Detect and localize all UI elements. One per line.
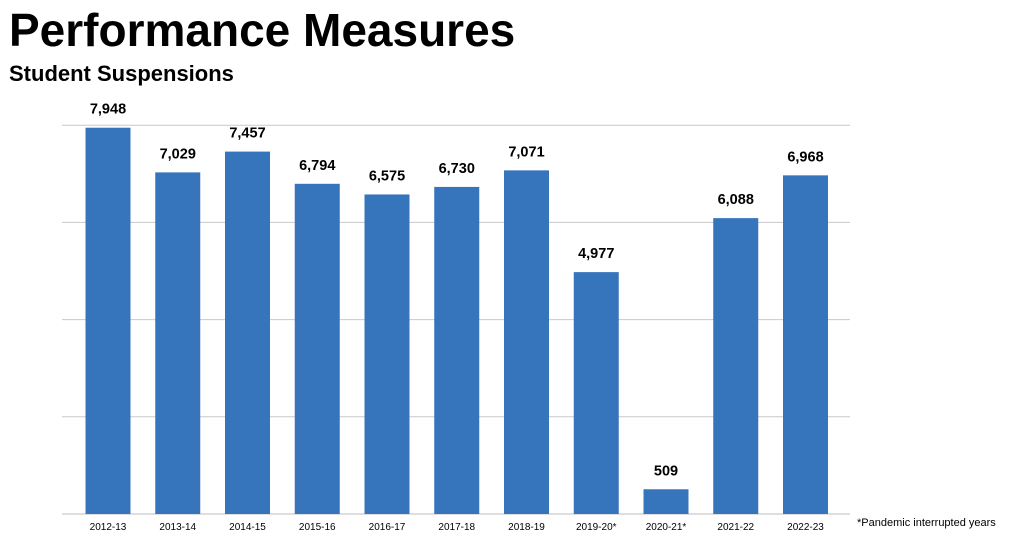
bar-2015-16 (294, 183, 340, 515)
x-tick-label: 2017-18 (438, 522, 475, 533)
chart-subtitle: Student Suspensions (9, 61, 234, 86)
data-label: 509 (654, 463, 678, 479)
data-label: 7,071 (508, 144, 544, 160)
footnote: *Pandemic interrupted years (857, 517, 996, 529)
bar-2021-22 (713, 218, 759, 514)
data-label: 6,575 (369, 168, 405, 184)
bar-2022-23 (783, 175, 828, 514)
bar-2019-20 (573, 272, 619, 514)
x-tick-label: 2013-14 (159, 522, 196, 533)
page-title: Performance Measures (9, 4, 516, 56)
data-label: 6,730 (439, 161, 475, 177)
x-tick-label: 2020-21* (646, 522, 687, 533)
x-tick-label: 2014-15 (229, 522, 266, 533)
data-label: 6,088 (718, 192, 754, 208)
data-label: 4,977 (578, 246, 614, 262)
x-tick-label: 2012-13 (90, 522, 127, 533)
data-label: 7,029 (160, 146, 196, 162)
bar-2017-18 (434, 186, 480, 514)
bar-2018-19 (504, 170, 549, 514)
data-label: 6,794 (299, 158, 335, 174)
bar-2020-21 (643, 489, 689, 514)
x-tick-label: 2021-22 (717, 522, 754, 533)
data-label: 7,948 (90, 102, 126, 118)
bar-2014-15 (225, 151, 270, 515)
bar-2016-17 (364, 194, 410, 514)
x-tick-label: 2019-20* (576, 522, 617, 533)
x-tick-label: 2018-19 (508, 522, 545, 533)
x-tick-label: 2015-16 (299, 522, 336, 533)
bar-2013-14 (155, 172, 201, 514)
x-tick-label: 2022-23 (787, 522, 824, 533)
bar-2012-13 (85, 127, 131, 514)
x-tick-label: 2016-17 (369, 522, 406, 533)
data-label: 6,968 (787, 149, 823, 165)
data-label: 7,457 (229, 126, 265, 142)
bars (85, 127, 828, 515)
value-labels: 7,948 7,029 7,457 6,794 6,575 6,730 7,071 4,977… (90, 102, 824, 480)
x-axis-tick-labels: 2012-13 2013-14 2014-15 2015-16 2016-17 2017-… (90, 522, 825, 533)
